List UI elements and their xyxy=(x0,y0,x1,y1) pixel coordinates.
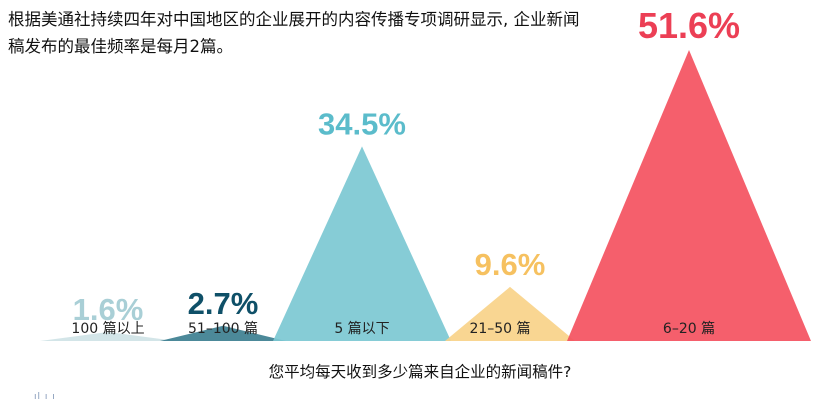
footnote-mark: ıl ı ı xyxy=(34,392,56,402)
category-label-3: 5 篇以下 xyxy=(334,321,389,337)
category-label-1: 100 篇以上 xyxy=(71,321,144,337)
category-label-4: 21–50 篇 xyxy=(469,321,530,337)
triangle-bar-3 xyxy=(273,146,451,341)
category-label-2: 51–100 篇 xyxy=(188,321,258,337)
value-label-4: 9.6% xyxy=(475,247,546,282)
triangle-bar-1 xyxy=(40,331,176,341)
triangle-bar-2 xyxy=(160,325,286,341)
value-label-5: 51.6% xyxy=(638,5,740,46)
value-label-3: 34.5% xyxy=(318,106,406,141)
chart-question: 您平均每天收到多少篇来自企业的新闻稿件? xyxy=(268,363,572,381)
value-label-2: 2.7% xyxy=(188,286,259,321)
triangle-bar-5 xyxy=(567,50,811,341)
value-label-1: 1.6% xyxy=(73,292,144,327)
intro-text: 根据美通社持续四年对中国地区的企业展开的内容传播专项调研显示, 企业新闻稿发布的… xyxy=(8,10,580,56)
triangle-bar-4 xyxy=(445,286,575,341)
category-label-5: 6–20 篇 xyxy=(663,321,715,337)
